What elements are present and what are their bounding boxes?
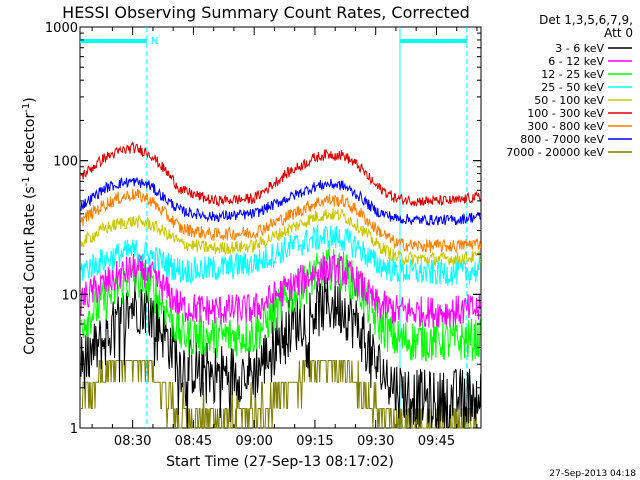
y-axis: 1 10 100 1000 xyxy=(45,21,481,437)
chart-title: HESSI Observing Summary Count Rates, Cor… xyxy=(62,3,470,22)
series-line-7 xyxy=(80,176,482,227)
y-tick-label: 10 xyxy=(61,288,78,303)
series-line-1 xyxy=(80,253,482,328)
x-tick-label: 09:15 xyxy=(296,434,333,449)
series-line-5 xyxy=(80,141,482,208)
x-tick-label: 08:45 xyxy=(175,434,212,449)
legend-label: 7000 - 20000 keV xyxy=(506,146,604,159)
y-axis-label-part1: Corrected Count Rate (s xyxy=(22,186,38,354)
y-axis-label: Corrected Count Rate (s-1 detector-1) xyxy=(21,97,38,354)
x-tick-label: 09:00 xyxy=(235,434,272,449)
y-tick-label: 1 xyxy=(70,422,78,437)
night-bar-0 xyxy=(80,39,147,43)
legend-label: 50 - 100 keV xyxy=(534,94,604,107)
series-line-4 xyxy=(80,208,482,267)
y-axis-label-sup1: -1 xyxy=(21,176,32,186)
y-tick-label: 1000 xyxy=(45,21,78,36)
legend-label: 6 - 12 keV xyxy=(548,55,604,68)
y-axis-label-part3: ) xyxy=(22,97,38,102)
x-axis-label: Start Time (27-Sep-13 08:17:02) xyxy=(166,454,394,470)
x-tick-label: 09:30 xyxy=(357,434,394,449)
annotations-layer: N xyxy=(80,27,468,428)
footer-timestamp: 27-Sep-2013 04:18 xyxy=(549,469,636,479)
x-tick-label: 08:30 xyxy=(114,434,151,449)
series-line-8 xyxy=(81,360,481,429)
series-line-6 xyxy=(80,188,482,254)
series-line-3 xyxy=(80,224,482,287)
legend-header-line1: Det 1,3,5,6,7,9, xyxy=(539,13,633,27)
series-layer xyxy=(80,141,482,429)
night-label: N xyxy=(151,36,158,47)
y-axis-label-part2: detector xyxy=(22,113,38,177)
legend-label: 100 - 300 keV xyxy=(527,107,604,120)
x-axis: 08:30 08:45 09:00 09:15 09:30 09:45 xyxy=(91,27,478,449)
legend-header-line2: Att 0 xyxy=(604,26,633,40)
legend-label: 3 - 6 keV xyxy=(555,42,604,55)
legend-label: 300 - 800 keV xyxy=(527,120,604,133)
legend-label: 800 - 7000 keV xyxy=(520,133,604,146)
plot-frame xyxy=(79,26,482,429)
x-tick-label: 09:45 xyxy=(418,434,455,449)
legend-label: 12 - 25 keV xyxy=(541,68,604,81)
night-bar-1 xyxy=(399,39,467,43)
legend-label: 25 - 50 keV xyxy=(541,81,604,94)
y-axis-label-sup2: -1 xyxy=(21,103,32,113)
y-tick-label: 100 xyxy=(53,155,78,170)
